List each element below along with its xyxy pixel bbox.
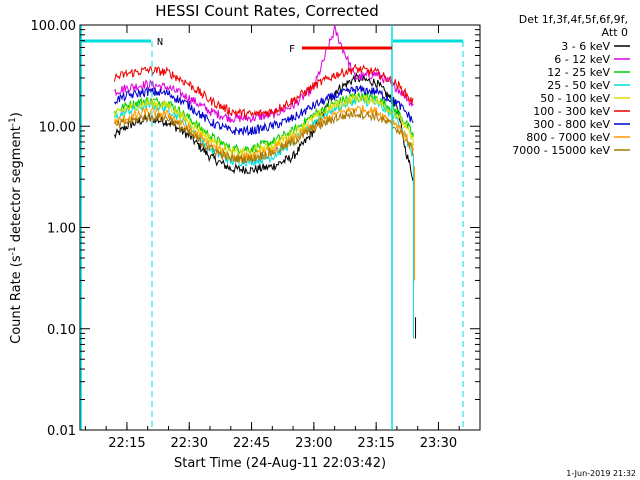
legend-entry: 6 - 12 keV	[554, 53, 610, 66]
series-line	[114, 24, 414, 123]
series-line	[114, 95, 414, 167]
y-tick-label: 100.00	[31, 19, 77, 34]
x-tick-label: 22:15	[108, 436, 145, 451]
series-line	[114, 105, 414, 164]
legend-entry: 300 - 800 keV	[533, 118, 610, 131]
series-line	[114, 63, 414, 120]
legend-entry: 800 - 7000 keV	[526, 131, 610, 144]
y-tick-label: 1.00	[47, 222, 76, 237]
legend-entry: 12 - 25 keV	[547, 66, 610, 79]
series-line	[114, 71, 414, 182]
x-tick-label: 22:30	[171, 436, 208, 451]
night-label: N	[157, 37, 163, 48]
x-tick-label: 23:00	[295, 436, 332, 451]
y-tick-label: 10.00	[39, 120, 76, 135]
series-line	[114, 109, 414, 164]
generated-date: 1-Jun-2019 21:32	[566, 469, 636, 478]
x-tick-label: 23:30	[420, 436, 457, 451]
x-axis-label: Start Time (24-Aug-11 22:03:42)	[174, 456, 386, 471]
y-axis-label: Count Rate (s-1 detector segment-1)	[8, 112, 24, 344]
legend-entry: 7000 - 15000 keV	[512, 144, 610, 157]
legend-entry: 100 - 300 keV	[533, 105, 610, 118]
legend-entry: 3 - 6 keV	[561, 40, 610, 53]
y-tick-label: 0.10	[47, 323, 76, 338]
annotation-layer: NF	[80, 25, 464, 430]
x-tick-label: 22:45	[233, 436, 270, 451]
flare-label: F	[289, 44, 295, 55]
axis-ticks: 22:15 22:30 22:45 23:00 23:15 23:30 0.01 0.10 1.…	[31, 19, 481, 451]
legend-entry: 50 - 100 keV	[540, 92, 610, 105]
y-tick-label: 0.01	[47, 424, 76, 439]
legend-header: Det 1f,3f,4f,5f,6f,9f,	[519, 13, 628, 26]
legend-entry: 25 - 50 keV	[547, 79, 610, 92]
series-line	[114, 84, 414, 137]
series-layer	[114, 24, 417, 339]
x-tick-label: 23:15	[357, 436, 394, 451]
chart-title: HESSI Count Rates, Corrected	[155, 2, 379, 20]
legend-header: Att 0	[602, 26, 628, 39]
